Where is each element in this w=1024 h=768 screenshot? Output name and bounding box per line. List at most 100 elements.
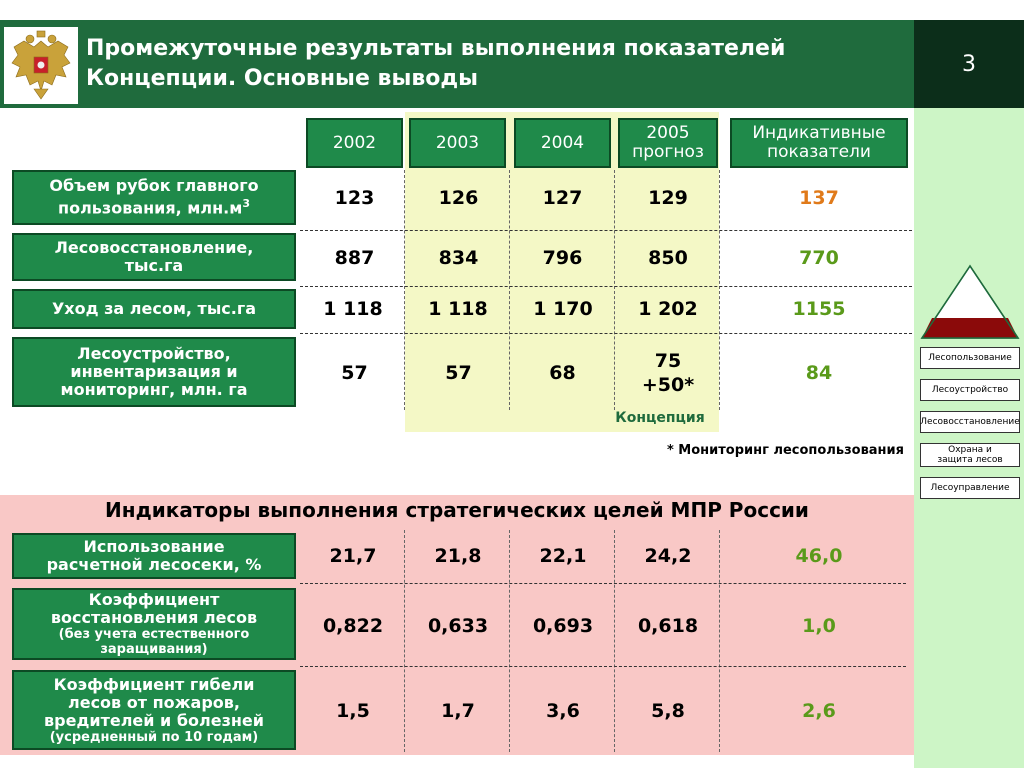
row-label-line: лесов от пожаров, xyxy=(68,692,240,712)
column-header-2002: 2002 xyxy=(306,118,403,168)
indicator-value: 1,0 xyxy=(802,615,836,637)
column-divider xyxy=(404,530,405,752)
row-label-forest-inventory: Лесоустройство, инвентаризация и монитор… xyxy=(12,337,296,407)
row-label-superscript: 3 xyxy=(242,197,250,211)
table-cell: 1 202 xyxy=(638,298,698,320)
table-cell: 129 xyxy=(648,187,688,209)
column-divider xyxy=(509,170,510,410)
table-cell: 796 xyxy=(542,247,583,269)
row-label-loss-coefficient: Коэффициент гибели лесов от пожаров, вре… xyxy=(12,670,296,750)
column-header-indicators: Индикативные показатели xyxy=(730,118,908,168)
column-header-2005: 2005 прогноз xyxy=(618,118,718,168)
row-label-line: Уход за лесом, тыс.га xyxy=(51,299,257,318)
sidebar-item-forest-governance[interactable]: Лесоуправление xyxy=(920,477,1020,499)
column-header-2005-year: 2005 xyxy=(646,123,690,143)
column-divider xyxy=(509,530,510,752)
row-divider xyxy=(300,230,912,231)
indicator-value: 770 xyxy=(799,247,839,269)
sidebar-item-reforestation[interactable]: Лесовосстановление xyxy=(920,411,1020,433)
row-label-restoration-coefficient: Коэффициент восстановления лесов (без уч… xyxy=(12,588,296,660)
row-label-line: инвентаризация и xyxy=(70,362,238,381)
table-cell: 1,5 xyxy=(336,700,370,722)
row-label-harvest-volume: Объем рубок главного пользования, млн.м3 xyxy=(12,170,296,225)
sidebar-item-label: защита лесов xyxy=(937,455,1003,465)
table-cell: 123 xyxy=(334,187,375,209)
column-header-2005-forecast: прогноз xyxy=(632,142,704,162)
row-label-line: Использование xyxy=(83,537,225,556)
sidebar-item-forest-use[interactable]: Лесопользование xyxy=(920,347,1020,369)
page-title: Промежуточные результаты выполнения пока… xyxy=(86,34,906,94)
table-cell: 24,2 xyxy=(644,545,692,567)
table-cell: 1 118 xyxy=(323,298,383,320)
column-header-indicators-line1: Индикативные xyxy=(752,123,886,143)
right-panel xyxy=(914,108,1024,768)
indicator-value: 2,6 xyxy=(802,700,836,722)
table-cell: 22,1 xyxy=(539,545,587,567)
row-label-line: Коэффициент xyxy=(88,590,220,609)
indicator-value: 84 xyxy=(805,362,833,384)
concept-label: Концепция xyxy=(615,410,705,426)
indicator-value: 1155 xyxy=(792,298,846,320)
table-cell: 850 xyxy=(648,247,688,269)
table-cell: 68 xyxy=(549,362,576,384)
row-label-line: вредителей и болезней xyxy=(44,710,264,730)
table-cell-value: 75 xyxy=(654,350,682,372)
table-cell: 834 xyxy=(438,247,479,269)
row-label-note: (без учета естественного xyxy=(58,627,250,642)
column-header-2003: 2003 xyxy=(409,118,506,168)
row-divider xyxy=(300,333,912,334)
table-cell-extra: +50* xyxy=(641,374,695,396)
page-number-box xyxy=(914,20,1024,108)
header-bar xyxy=(0,20,914,108)
indicator-value: 137 xyxy=(799,187,839,209)
table-cell: 1 118 xyxy=(428,298,488,320)
row-label-note: заращивания) xyxy=(100,642,208,657)
footnote: * Мониторинг лесопользования xyxy=(666,443,904,458)
table-cell: 75 +50* xyxy=(618,342,718,404)
column-divider xyxy=(719,530,720,752)
column-header-2004: 2004 xyxy=(514,118,611,168)
column-header-indicators-line2: показатели xyxy=(767,142,871,162)
row-label-line: Лесоустройство, xyxy=(77,344,231,363)
table-cell: 0,633 xyxy=(427,615,489,637)
table-cell: 127 xyxy=(542,187,583,209)
row-divider xyxy=(300,666,906,667)
column-divider xyxy=(404,170,405,410)
table-cell: 21,8 xyxy=(434,545,482,567)
row-label-line: Лесовосстановление, xyxy=(54,238,254,257)
page-number: 3 xyxy=(962,51,976,77)
indicator-value: 46,0 xyxy=(795,545,843,567)
column-divider xyxy=(719,170,720,410)
row-label-line: Коэффициент гибели xyxy=(53,674,255,694)
table-cell: 3,6 xyxy=(546,700,580,722)
row-divider xyxy=(300,583,906,584)
column-divider xyxy=(614,530,615,752)
sidebar-item-forest-management[interactable]: Лесоустройство xyxy=(920,379,1020,401)
row-label-line: восстановления лесов xyxy=(50,608,258,627)
page-title-line2: Концепции. Основные выводы xyxy=(86,66,479,91)
row-label-note: (усредненный по 10 годам) xyxy=(49,729,259,745)
table-cell: 0,618 xyxy=(637,615,699,637)
table-cell: 126 xyxy=(438,187,479,209)
table-cell: 57 xyxy=(341,362,368,384)
table-cell: 887 xyxy=(334,247,375,269)
table-cell: 21,7 xyxy=(329,545,377,567)
row-label-line: тыс.га xyxy=(124,256,184,275)
row-label-line: Объем рубок главного xyxy=(49,176,259,196)
double-headed-eagle-emblem-icon xyxy=(4,27,78,104)
table-cell: 0,822 xyxy=(322,615,384,637)
sidebar-item-forest-protection[interactable]: Охрана и защита лесов xyxy=(920,443,1020,467)
row-label-forest-care: Уход за лесом, тыс.га xyxy=(12,289,296,329)
row-label-text: пользования, млн.м xyxy=(58,198,243,218)
table-cell: 57 xyxy=(445,362,472,384)
row-label-reforestation: Лесовосстановление, тыс.га xyxy=(12,233,296,281)
row-divider xyxy=(300,286,912,287)
row-label-line: расчетной лесосеки, % xyxy=(46,555,262,574)
table-cell: 5,8 xyxy=(651,700,685,722)
sidebar-item-label: Охрана и xyxy=(948,445,992,455)
table-cell: 0,693 xyxy=(532,615,594,637)
page-title-line1: Промежуточные результаты выполнения пока… xyxy=(86,36,786,61)
table-cell: 1,7 xyxy=(441,700,475,722)
column-divider xyxy=(614,170,615,410)
row-label-line: мониторинг, млн. га xyxy=(60,380,248,399)
